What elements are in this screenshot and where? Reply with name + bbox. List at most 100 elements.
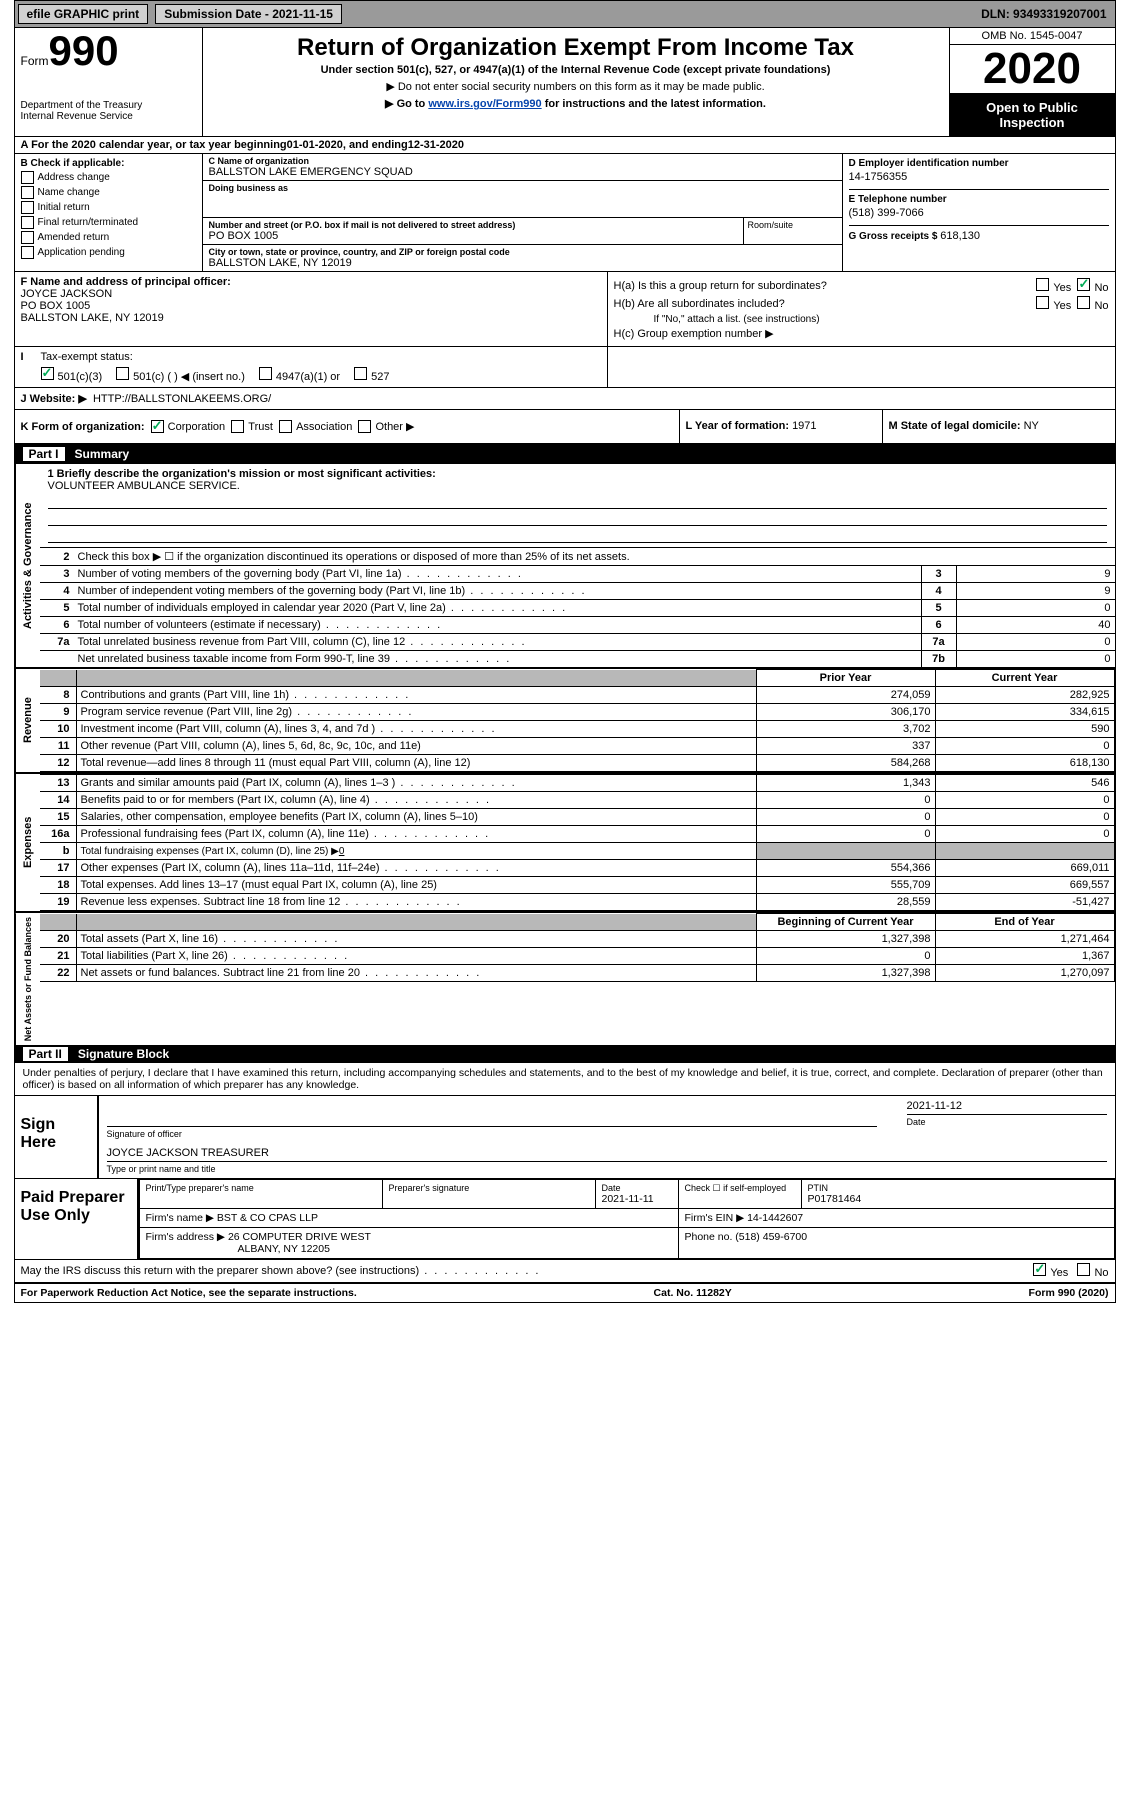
ha-no-check[interactable] <box>1077 278 1090 291</box>
table-row: 8Contributions and grants (Part VIII, li… <box>40 687 1115 704</box>
j-label: J Website: ▶ <box>21 392 87 405</box>
yes-label: Yes <box>1053 282 1071 294</box>
501c3-check[interactable] <box>41 367 54 380</box>
hc-label: H(c) Group exemption number ▶ <box>614 327 1109 340</box>
c9: 334,615 <box>935 704 1114 721</box>
officer-name: JOYCE JACKSON <box>21 288 601 300</box>
open-public-badge: Open to Public Inspection <box>950 94 1115 136</box>
room-suite-label: Room/suite <box>743 218 842 244</box>
p14: 0 <box>756 792 935 809</box>
e22: 1,270,097 <box>935 965 1114 982</box>
table-row: 19Revenue less expenses. Subtract line 1… <box>40 894 1115 911</box>
hb-yes-check[interactable] <box>1036 296 1049 309</box>
city-value: BALLSTON LAKE, NY 12019 <box>209 257 836 269</box>
side-governance: Activities & Governance <box>15 464 40 667</box>
dba-label: Doing business as <box>209 183 836 193</box>
m-value: NY <box>1024 420 1039 432</box>
discuss-yes-check[interactable] <box>1033 1263 1046 1276</box>
table-row: 16aProfessional fundraising fees (Part I… <box>40 826 1115 843</box>
efile-button[interactable]: efile GRAPHIC print <box>18 4 149 24</box>
f-label: F Name and address of principal officer: <box>21 276 601 288</box>
footer-row: For Paperwork Reduction Act Notice, see … <box>15 1282 1115 1302</box>
table-row: 7aTotal unrelated business revenue from … <box>40 634 1115 651</box>
527-check[interactable] <box>354 367 367 380</box>
c13: 546 <box>935 775 1114 792</box>
footer-right: Form 990 (2020) <box>1029 1287 1109 1299</box>
mission-text: VOLUNTEER AMBULANCE SERVICE. <box>48 480 1107 492</box>
initial-return-check[interactable]: Initial return <box>21 201 196 214</box>
line2-text: Check this box ▶ ☐ if the organization d… <box>74 548 1115 566</box>
checkbox-icon <box>21 246 34 259</box>
other-check[interactable] <box>358 420 371 433</box>
table-row: 18Total expenses. Add lines 13–17 (must … <box>40 877 1115 894</box>
table-row: 17Other expenses (Part IX, column (A), l… <box>40 860 1115 877</box>
4947-check[interactable] <box>259 367 272 380</box>
table-row: 10Investment income (Part VIII, column (… <box>40 721 1115 738</box>
b-label: B Check if applicable: <box>21 158 196 169</box>
table-row: Net unrelated business taxable income fr… <box>40 651 1115 668</box>
checkbox-icon <box>21 201 34 214</box>
gross-value: 618,130 <box>940 230 980 242</box>
checkbox-icon <box>21 171 34 184</box>
form-990-text: 990 <box>49 27 119 74</box>
side-revenue: Revenue <box>15 669 40 772</box>
top-bar: efile GRAPHIC print Submission Date - 20… <box>15 1 1115 28</box>
sub3-post: for instructions and the latest informat… <box>542 98 766 110</box>
assoc-check[interactable] <box>279 420 292 433</box>
expenses-table: 13Grants and similar amounts paid (Part … <box>40 774 1115 911</box>
section-b: B Check if applicable: Address change Na… <box>15 154 203 271</box>
prior-year-header: Prior Year <box>756 670 935 687</box>
app-pending-label: Application pending <box>38 247 125 258</box>
line18-text: Total expenses. Add lines 13–17 (must eq… <box>76 877 756 894</box>
line10-text: Investment income (Part VIII, column (A)… <box>76 721 756 738</box>
c14: 0 <box>935 792 1114 809</box>
website-link[interactable]: HTTP://BALLSTONLAKEEMS.ORG/ <box>93 393 271 405</box>
addr-change-check[interactable]: Address change <box>21 171 196 184</box>
blank-line <box>48 492 1107 509</box>
irs-link[interactable]: www.irs.gov/Form990 <box>428 98 541 110</box>
line5-text: Total number of individuals employed in … <box>74 600 922 617</box>
submission-date-button[interactable]: Submission Date - 2021-11-15 <box>155 4 342 24</box>
discuss-no-check[interactable] <box>1077 1263 1090 1276</box>
dept-treasury: Department of the Treasury Internal Reve… <box>21 100 196 122</box>
line3-text: Number of voting members of the governin… <box>74 566 922 583</box>
corp-check[interactable] <box>151 420 164 433</box>
final-label: Final return/terminated <box>38 217 139 228</box>
ptin-val: P01781464 <box>808 1193 862 1205</box>
gross-label: G Gross receipts $ <box>849 231 941 242</box>
tax-status-label: Tax-exempt status: <box>41 351 133 363</box>
form-prefix: Form <box>21 54 49 68</box>
k-section: K Form of organization: Corporation Trus… <box>15 410 680 443</box>
k-label: K Form of organization: <box>21 421 145 433</box>
part-i-num: Part I <box>23 447 65 461</box>
name-change-check[interactable]: Name change <box>21 186 196 199</box>
b20: 1,327,398 <box>756 931 935 948</box>
line6-val: 40 <box>956 617 1115 634</box>
amended-check[interactable]: Amended return <box>21 231 196 244</box>
net-assets-table: Beginning of Current YearEnd of Year 20T… <box>40 913 1115 982</box>
sub3-pre: ▶ Go to <box>385 98 428 110</box>
header-row: Form990 Department of the Treasury Inter… <box>15 28 1115 137</box>
app-pending-check[interactable]: Application pending <box>21 246 196 259</box>
501c-other-check[interactable] <box>116 367 129 380</box>
part-ii-header: Part II Signature Block <box>15 1045 1115 1063</box>
b22: 1,327,398 <box>756 965 935 982</box>
final-return-check[interactable]: Final return/terminated <box>21 216 196 229</box>
prep-phone: (518) 459-6700 <box>735 1231 807 1243</box>
section-f: F Name and address of principal officer:… <box>15 272 608 346</box>
ha-yes-check[interactable] <box>1036 278 1049 291</box>
signature-intro: Under penalties of perjury, I declare th… <box>15 1063 1115 1096</box>
side-net-assets: Net Assets or Fund Balances <box>15 913 40 1045</box>
c18: 669,557 <box>935 877 1114 894</box>
hb-no-check[interactable] <box>1077 296 1090 309</box>
table-row: 2Check this box ▶ ☐ if the organization … <box>40 548 1115 566</box>
hb-label: H(b) Are all subordinates included? <box>614 298 785 310</box>
trust-check[interactable] <box>231 420 244 433</box>
part-i-title: Summary <box>75 447 130 461</box>
p13: 1,343 <box>756 775 935 792</box>
officer-sig-line[interactable] <box>107 1100 877 1127</box>
no-label: No <box>1094 282 1108 294</box>
firm-addr2: ALBANY, NY 12205 <box>146 1243 330 1255</box>
m-section: M State of legal domicile: NY <box>883 410 1115 443</box>
officer-addr1: PO BOX 1005 <box>21 300 601 312</box>
